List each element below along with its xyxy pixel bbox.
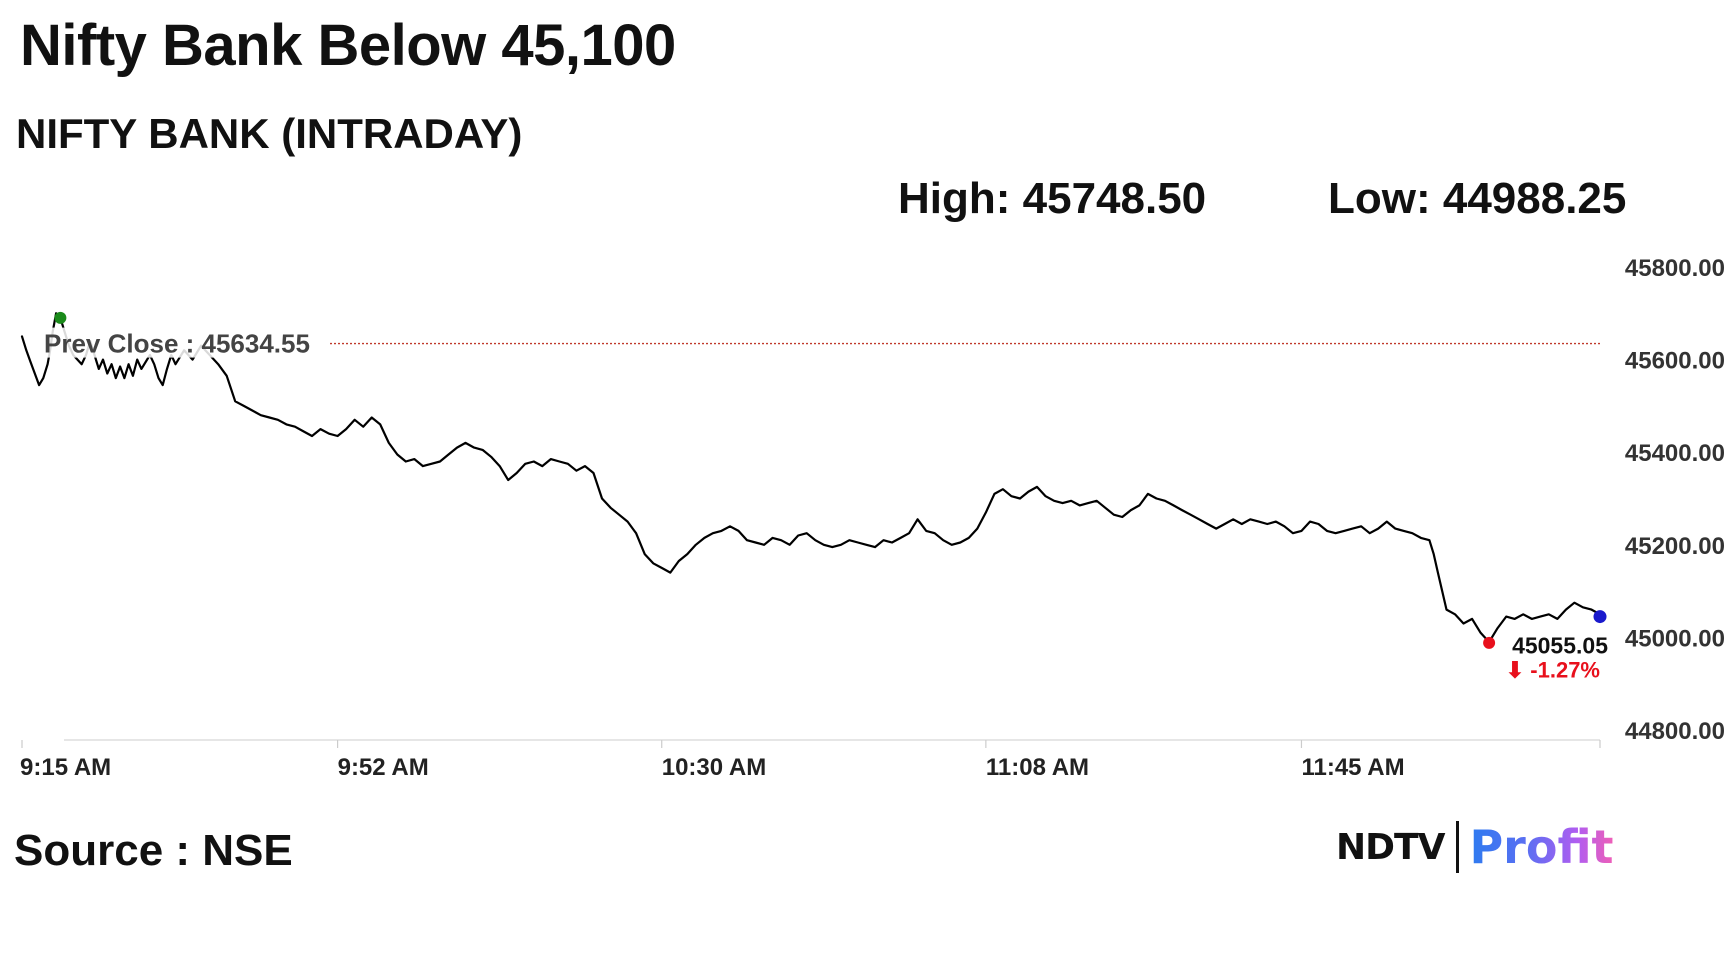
x-tick-label: 11:45 AM <box>1301 754 1404 781</box>
last-price-label: 45055.05 <box>1512 633 1608 659</box>
y-tick-label: 45400.00 <box>1625 440 1725 467</box>
y-tick-label: 45000.00 <box>1625 625 1725 652</box>
y-tick-label: 44800.00 <box>1625 718 1725 745</box>
intraday-line-chart: 9:15 AM 9:52 AM 10:30 AM 11:08 AM 11:45 AM 45… <box>20 255 1725 781</box>
logo-profit-text: Profit <box>1469 820 1614 874</box>
x-tick-label: 10:30 AM <box>662 754 766 781</box>
prev-close-label: Prev Close : 45634.55 <box>44 329 310 359</box>
ndtv-profit-logo: NDTV Profit <box>1336 820 1614 874</box>
change-percent-label: ⬇ -1.27% <box>1506 658 1600 683</box>
day-low-marker <box>1483 636 1496 649</box>
logo-divider <box>1456 821 1460 873</box>
day-low-stat: Low: 44988.25 <box>1328 174 1627 223</box>
open-marker <box>54 311 67 324</box>
source-label: Source : NSE <box>14 826 293 875</box>
x-tick-label: 9:52 AM <box>338 754 429 781</box>
chart-subtitle: NIFTY BANK (INTRADAY) <box>16 110 523 157</box>
price-series-line <box>20 312 1602 644</box>
logo-ndtv-text: NDTV <box>1336 826 1445 868</box>
x-tick-label: 9:15 AM <box>20 754 111 781</box>
prev-close-label-bg <box>40 327 326 358</box>
day-high-stat: High: 45748.50 <box>898 174 1207 223</box>
y-tick-label: 45200.00 <box>1625 533 1725 560</box>
y-tick-label: 45800.00 <box>1625 255 1725 282</box>
last-price-marker <box>1593 610 1607 624</box>
y-tick-label: 45600.00 <box>1625 348 1725 375</box>
headline: Nifty Bank Below 45,100 <box>20 13 676 78</box>
x-tick-label: 11:08 AM <box>986 754 1089 781</box>
